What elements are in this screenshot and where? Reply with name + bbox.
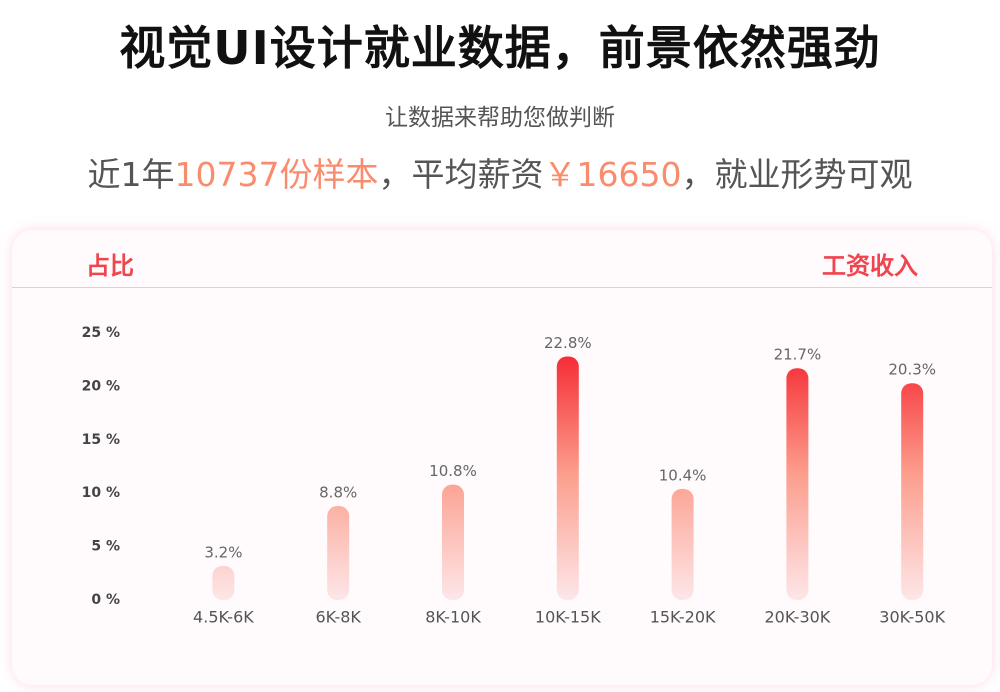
x-tick-label: 8K-10K [425,608,481,627]
y-tick-label: 5 % [91,539,120,555]
value-label: 21.7% [774,346,822,364]
card-label: 工资收入 [822,252,918,280]
y-tick-label: 10 % [82,485,120,501]
card: 占比 工资收入 [12,230,992,685]
x-tick-label: 4.5K-6K [193,608,254,627]
y-tick-label: 25 % [82,325,120,341]
value-label: 10.8% [429,462,477,480]
card-label: 占比 [86,252,134,280]
bar [327,506,350,600]
x-tick-label: 20K-30K [765,608,831,627]
summary-highlight: ￥16650 [543,155,682,194]
summary-text: 近1年 [87,155,175,194]
y-tick-label: 0 % [91,592,120,608]
bar [556,356,579,600]
title: 视觉UI设计就业数据，前景依然强劲 [119,21,881,75]
y-tick-label: 20 % [82,378,120,394]
summary-text: ，就业形势可观 [681,155,913,194]
bar [212,565,235,600]
value-label: 3.2% [204,543,242,561]
y-tick-label: 15 % [82,432,120,448]
value-label: 20.3% [888,361,936,379]
bar [671,488,694,600]
x-tick-label: 30K-50K [879,608,945,627]
summary-text: ，平均薪资 [378,155,544,194]
summary: 近1年10737份样本，平均薪资￥16650，就业形势可观 [0,148,1000,196]
x-tick-label: 6K-8K [315,608,361,627]
x-tick-label: 15K-20K [650,608,716,627]
divider [12,287,992,288]
x-tick-label: 10K-15K [535,608,601,627]
summary-highlight: 10737份样本 [174,155,379,194]
value-label: 8.8% [319,484,357,502]
bar [786,368,809,600]
value-label: 10.4% [659,466,707,484]
bar [901,383,924,600]
value-label: 22.8% [544,334,592,352]
subtitle: 让数据来帮助您做判断 [385,105,615,131]
bar [442,484,464,600]
